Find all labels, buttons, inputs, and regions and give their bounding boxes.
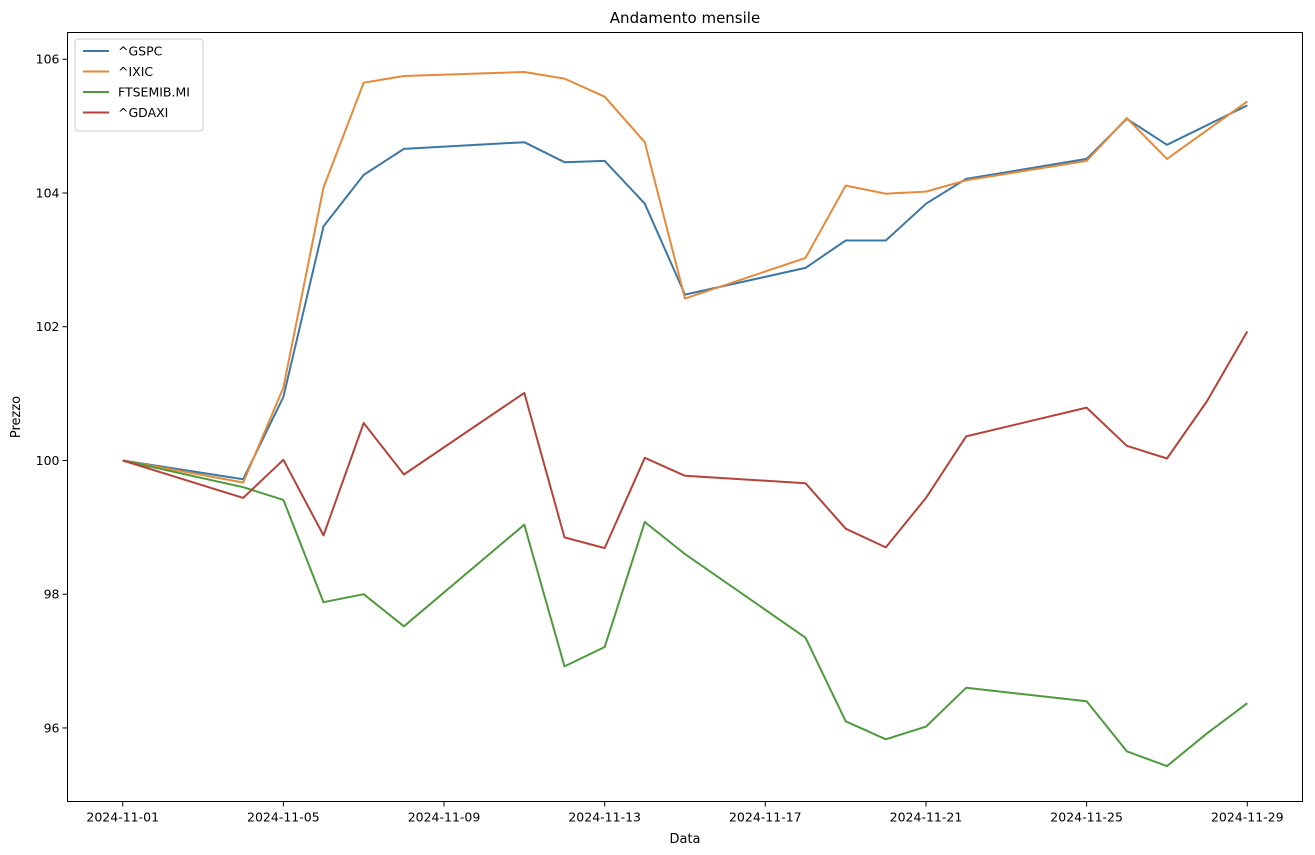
series-line-ixic	[122, 71, 1248, 484]
series-line-gdaxi	[122, 330, 1249, 550]
legend-label: ^GSPC	[118, 44, 163, 59]
x-axis-label: Data	[669, 832, 700, 847]
series-line-ftsemibmi	[122, 459, 1248, 768]
legend-box	[74, 38, 204, 132]
plot-frame	[67, 32, 1303, 802]
y-tick-label: 98	[44, 587, 60, 602]
legend-label: FTSEMIB.MI	[118, 85, 190, 100]
y-tick-label: 100	[36, 453, 60, 468]
x-tick-label: 2024-11-17	[729, 810, 802, 825]
legend-label: ^IXIC	[118, 64, 153, 79]
chart-title: Andamento mensile	[610, 9, 760, 27]
x-axis: 2024-11-01 2024-11-05 2024-11-09 2024-11-13…	[86, 801, 1284, 825]
series-group	[122, 71, 1249, 768]
x-tick-label: 2024-11-13	[568, 810, 641, 825]
legend: ^GSPC ^IXIC FTSEMIB.MI ^GDAXI	[74, 38, 204, 132]
x-tick-label: 2024-11-09	[408, 810, 481, 825]
y-tick-label: 106	[36, 52, 60, 67]
y-tick-label: 104	[36, 185, 60, 200]
y-axis-label: Prezzo	[9, 396, 24, 438]
y-tick-label: 96	[44, 720, 60, 735]
x-tick-label: 2024-11-01	[86, 810, 159, 825]
y-axis: 96 98 100 102 104 106	[36, 52, 68, 735]
legend-label: ^GDAXI	[118, 105, 168, 120]
x-tick-label: 2024-11-21	[890, 810, 963, 825]
y-tick-label: 102	[36, 319, 60, 334]
x-tick-label: 2024-11-05	[247, 810, 320, 825]
x-tick-label: 2024-11-25	[1050, 810, 1123, 825]
x-tick-label: 2024-11-29	[1211, 810, 1284, 825]
series-line-gspc	[122, 104, 1248, 481]
